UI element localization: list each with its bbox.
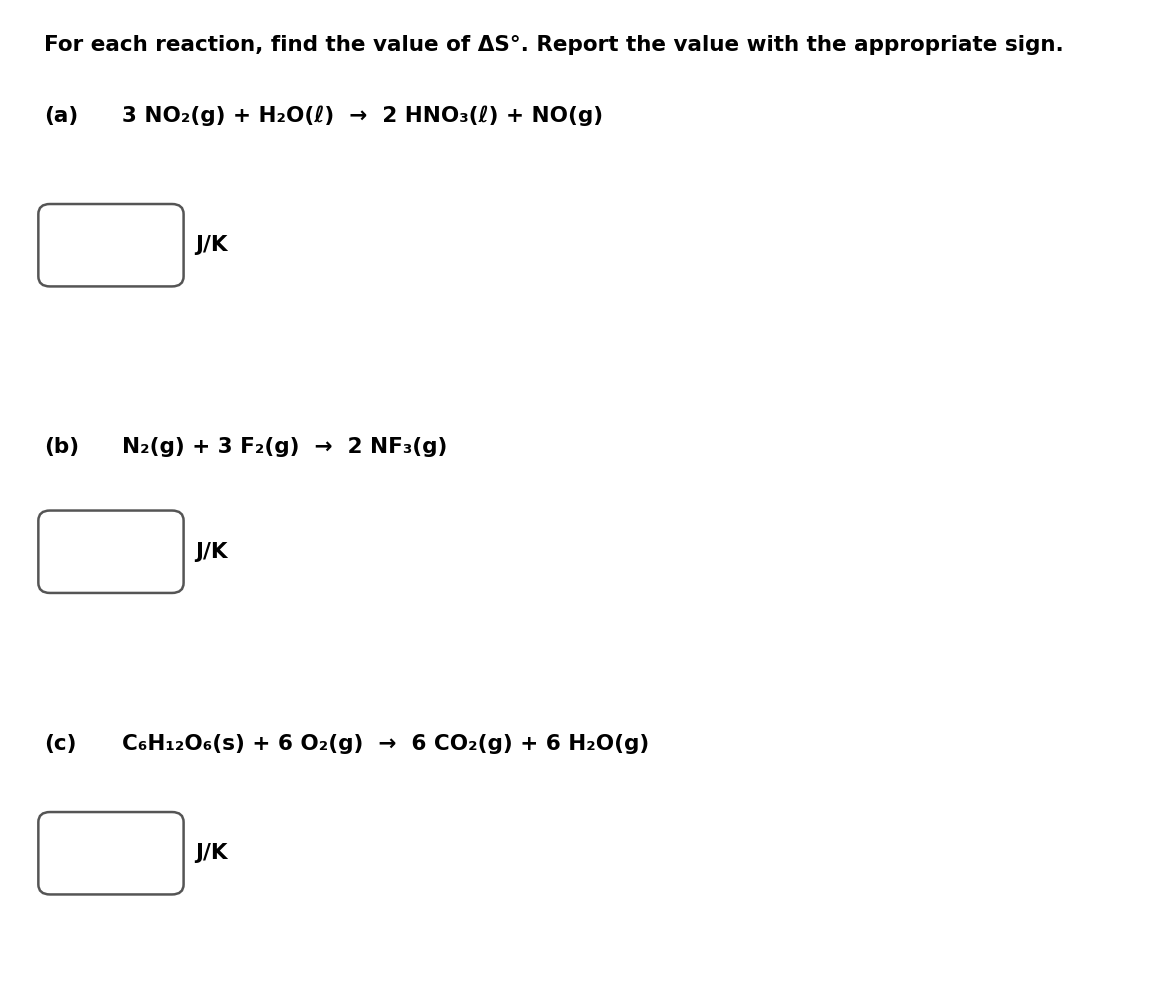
FancyBboxPatch shape bbox=[38, 812, 184, 894]
Text: N₂(g) + 3 F₂(g)  →  2 NF₃(g): N₂(g) + 3 F₂(g) → 2 NF₃(g) bbox=[122, 437, 447, 457]
Text: J/K: J/K bbox=[195, 843, 228, 863]
Text: (a): (a) bbox=[44, 106, 78, 126]
FancyBboxPatch shape bbox=[38, 511, 184, 593]
Text: J/K: J/K bbox=[195, 542, 228, 562]
Text: (c): (c) bbox=[44, 734, 77, 754]
Text: C₆H₁₂O₆(s) + 6 O₂(g)  →  6 CO₂(g) + 6 H₂O(g): C₆H₁₂O₆(s) + 6 O₂(g) → 6 CO₂(g) + 6 H₂O(… bbox=[122, 734, 650, 754]
FancyBboxPatch shape bbox=[38, 204, 184, 286]
Text: (b): (b) bbox=[44, 437, 79, 457]
Text: For each reaction, find the value of ΔS°. Report the value with the appropriate : For each reaction, find the value of ΔS°… bbox=[44, 35, 1064, 55]
Text: 3 NO₂(g) + H₂O(ℓ)  →  2 HNO₃(ℓ) + NO(g): 3 NO₂(g) + H₂O(ℓ) → 2 HNO₃(ℓ) + NO(g) bbox=[122, 106, 603, 126]
Text: J/K: J/K bbox=[195, 235, 228, 255]
